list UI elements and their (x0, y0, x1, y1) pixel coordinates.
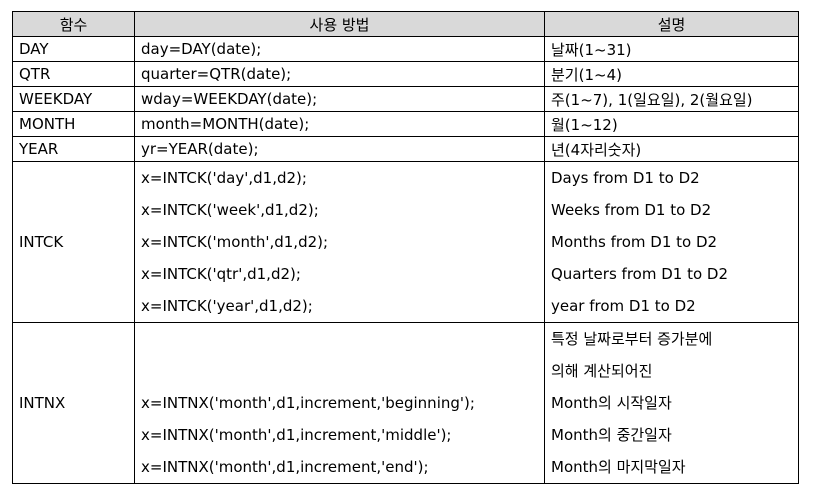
intck-desc-line: Weeks from D1 to D2 (551, 201, 712, 219)
intnx-usage-line: x=INTNX('month',d1,increment,'end'); (141, 458, 429, 476)
table-row: DAY day=DAY(date); 날짜(1~31) (12, 36, 799, 62)
table-row: MONTH month=MONTH(date); 월(1~12) (12, 111, 799, 137)
table-row: WEEKDAY wday=WEEKDAY(date); 주(1~7), 1(일요… (12, 86, 799, 112)
intnx-usage-line (141, 324, 538, 356)
intck-desc-line: Quarters from D1 to D2 (551, 265, 728, 283)
intck-usage-line: x=INTCK('day',d1,d2); (141, 169, 307, 187)
table-header-row: 함수 사용 방법 설명 (12, 11, 799, 37)
intck-usages: x=INTCK('day',d1,d2); x=INTCK('week',d1,… (134, 161, 545, 323)
intck-desc-line: Months from D1 to D2 (551, 233, 718, 251)
function-usage: month=MONTH(date); (134, 111, 545, 137)
header-usage: 사용 방법 (134, 11, 545, 37)
function-usage: day=DAY(date); (134, 36, 545, 62)
function-name: INTCK (12, 161, 135, 323)
function-usage: yr=YEAR(date); (134, 136, 545, 162)
header-description: 설명 (544, 11, 799, 37)
intnx-usages: x=INTNX('month',d1,increment,'beginning'… (134, 322, 545, 484)
function-name: YEAR (12, 136, 135, 162)
function-name: DAY (12, 36, 135, 62)
intnx-usage-line: x=INTNX('month',d1,increment,'middle'); (141, 426, 452, 444)
function-name: MONTH (12, 111, 135, 137)
table-row-intnx: INTNX x=INTNX('month',d1,increment,'begi… (12, 322, 799, 484)
table-row: QTR quarter=QTR(date); 분기(1~4) (12, 61, 799, 87)
intnx-descriptions: 특정 날짜로부터 증가분에 의해 계산되어진 Month의 시작일자 Month… (544, 322, 799, 484)
intnx-desc-line: 특정 날짜로부터 증가분에 (551, 330, 713, 348)
function-usage: quarter=QTR(date); (134, 61, 545, 87)
intnx-desc-line: Month의 마지막일자 (551, 458, 686, 476)
table-row: YEAR yr=YEAR(date); 년(4자리숫자) (12, 136, 799, 162)
function-description: 주(1~7), 1(일요일), 2(월요일) (544, 86, 799, 112)
intck-usage-line: x=INTCK('qtr',d1,d2); (141, 265, 301, 283)
intck-desc-line: Days from D1 to D2 (551, 169, 700, 187)
intnx-desc-line: Month의 시작일자 (551, 394, 672, 412)
function-usage: wday=WEEKDAY(date); (134, 86, 545, 112)
intnx-usage-line: x=INTNX('month',d1,increment,'beginning'… (141, 394, 475, 412)
intck-usage-line: x=INTCK('month',d1,d2); (141, 233, 329, 251)
table-row-intck: INTCK x=INTCK('day',d1,d2); x=INTCK('wee… (12, 161, 799, 323)
function-description: 월(1~12) (544, 111, 799, 137)
intnx-desc-line: 의해 계산되어진 (551, 362, 653, 380)
function-description: 년(4자리숫자) (544, 136, 799, 162)
function-name: QTR (12, 61, 135, 87)
function-description: 분기(1~4) (544, 61, 799, 87)
function-description: 날짜(1~31) (544, 36, 799, 62)
intck-usage-line: x=INTCK('year',d1,d2); (141, 297, 313, 315)
intck-descriptions: Days from D1 to D2 Weeks from D1 to D2 M… (544, 161, 799, 323)
function-name: WEEKDAY (12, 86, 135, 112)
intnx-desc-line: Month의 중간일자 (551, 426, 672, 444)
intnx-usage-line (141, 355, 538, 387)
intck-usage-line: x=INTCK('week',d1,d2); (141, 201, 319, 219)
header-function: 함수 (12, 11, 135, 37)
intck-desc-line: year from D1 to D2 (551, 297, 696, 315)
function-name: INTNX (12, 322, 135, 484)
function-table: 함수 사용 방법 설명 DAY day=DAY(date); 날짜(1~31) … (12, 11, 799, 484)
